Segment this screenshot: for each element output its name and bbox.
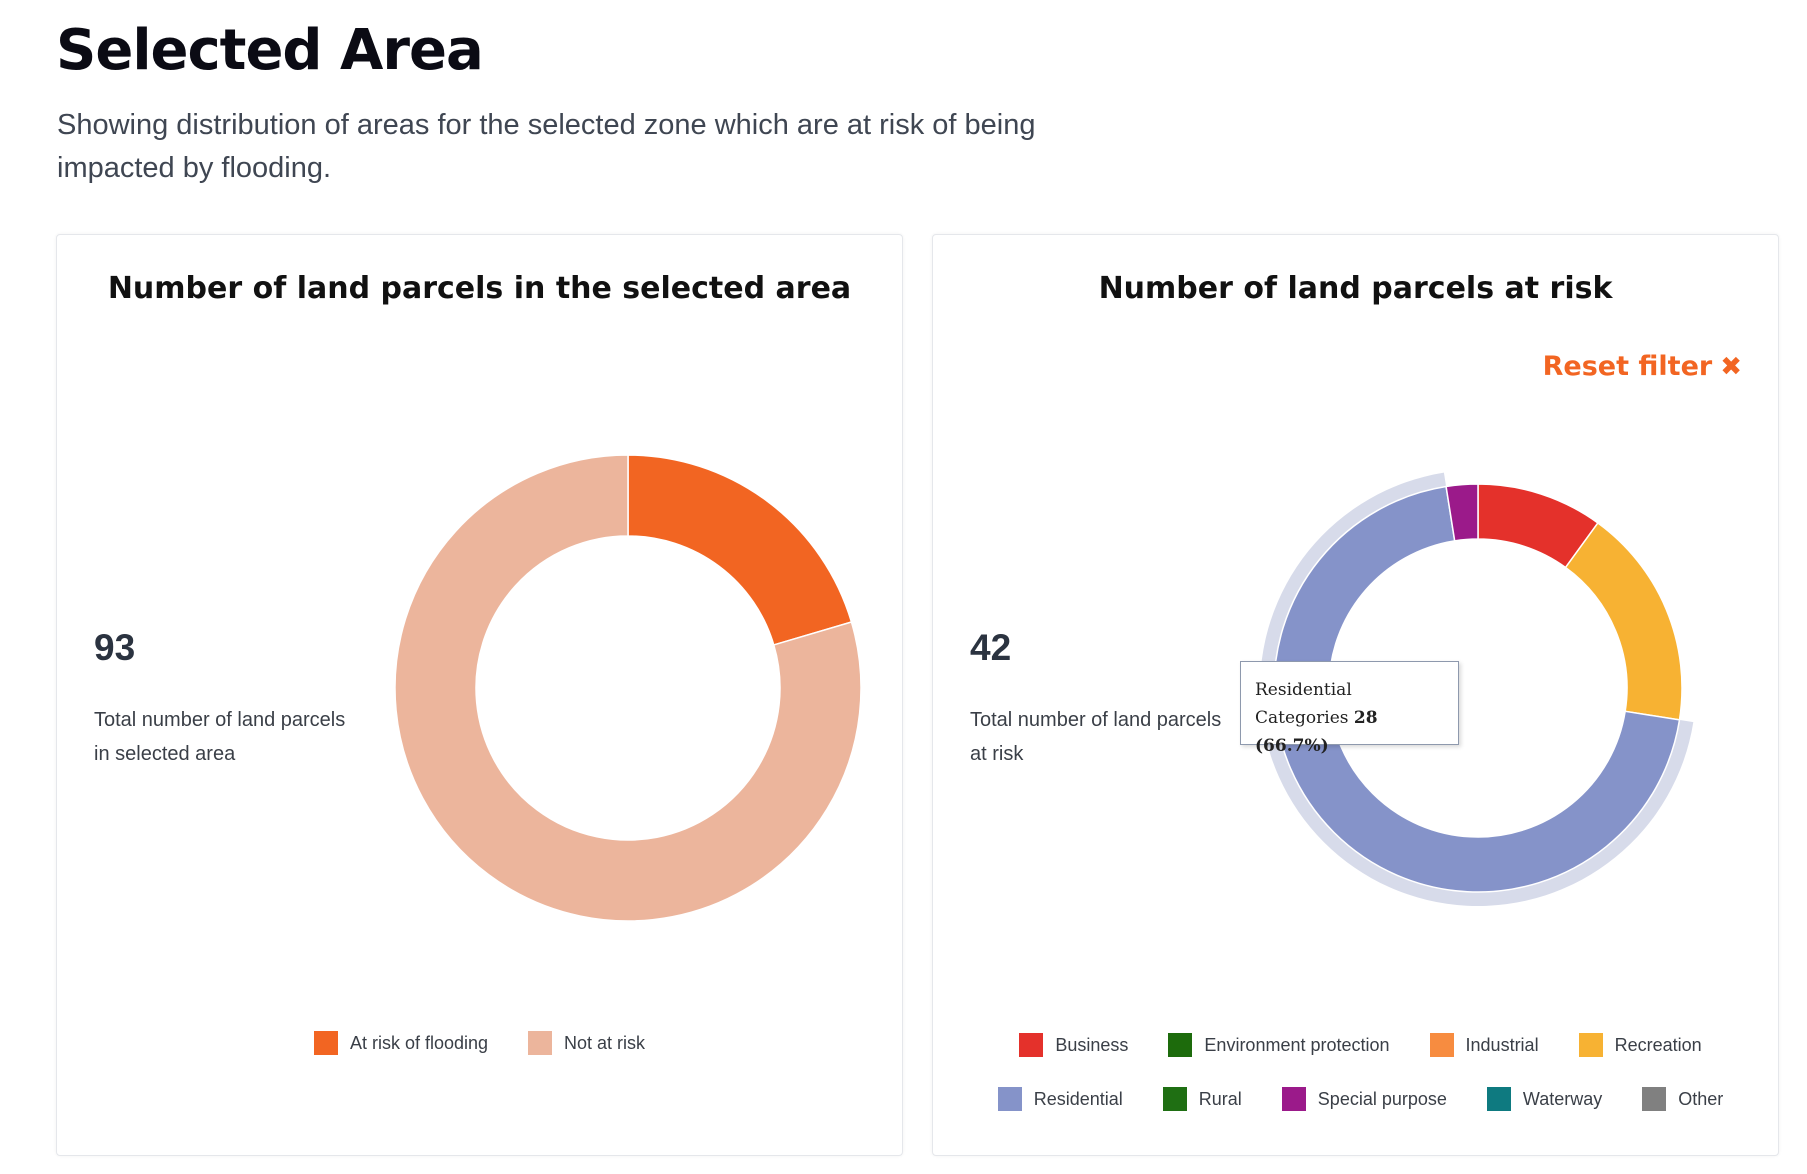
page-title: Selected Area [56,18,484,83]
legend-swatch [1486,1087,1511,1111]
chart-tooltip: Residential Categories 28 (66.7%) [1240,661,1459,756]
total-parcels-label: Total number of land parcels in selected… [94,709,346,765]
slice-recreation[interactable] [1564,521,1683,721]
at-risk-label: Total number of land parcels at risk [970,709,1222,765]
legend-swatch [528,1031,553,1055]
legend-item-business[interactable]: Business [1019,1033,1128,1057]
slice-not-at-risk[interactable] [394,454,862,922]
card-title: Number of land parcels in the selected a… [107,271,852,306]
tooltip-title: Residential [1255,680,1352,700]
legend-item-at-risk-of-flooding[interactable]: At risk of flooding [313,1031,489,1055]
tooltip-value: 28 (66.7%) [1255,708,1378,756]
legend-swatch [1168,1033,1193,1057]
legend-swatch [997,1087,1022,1111]
legend-item-industrial[interactable]: Industrial [1429,1033,1539,1057]
legend-label: Residential [1033,1088,1123,1109]
page-subtitle: Showing distribution of areas for the se… [57,109,1036,184]
legend-item-recreation[interactable]: Recreation [1578,1033,1702,1057]
legend-label: Special purpose [1317,1088,1447,1109]
legend-item-not-at-risk[interactable]: Not at risk [528,1031,645,1055]
legend-label: Recreation [1614,1034,1702,1055]
legend-label: Not at risk [564,1032,646,1053]
legend-item-waterway[interactable]: Waterway [1486,1087,1603,1111]
legend-item-residential[interactable]: Residential [997,1087,1123,1111]
legend-label: Other [1678,1088,1724,1109]
close-x-icon: ✖ [1720,351,1742,382]
total-parcels-value: 93 [94,627,136,668]
reset-filter-button[interactable]: Reset filter ✖ [1543,351,1742,382]
land-parcels-card: Number of land parcels in the selected a… [56,234,903,1156]
legend-swatch [313,1031,338,1055]
legend-swatch [1578,1033,1603,1057]
at-risk-value: 42 [970,627,1012,668]
legend-swatch [1019,1033,1044,1057]
card-title: Number of land parcels at risk [1098,271,1613,306]
legend-label: Rural [1198,1088,1242,1109]
parcels-legend: At risk of flooding Not at risk [57,1031,902,1055]
legend-label: Business [1055,1034,1129,1055]
legend-swatch [1429,1033,1454,1057]
at-risk-donut-chart [1260,472,1694,906]
legend-label: Waterway [1522,1088,1603,1109]
tooltip-label: Categories [1255,708,1349,728]
legend-swatch [1642,1087,1667,1111]
legend-item-special-purpose[interactable]: Special purpose [1281,1087,1447,1111]
legend-label: Industrial [1465,1034,1539,1055]
slice-residential[interactable] [1273,485,1681,893]
legend-item-environment-protection[interactable]: Environment protection [1168,1033,1390,1057]
parcels-donut-chart [394,454,862,922]
slice-special-purpose[interactable] [1445,483,1479,542]
legend-label: Environment protection [1204,1034,1390,1055]
tooltip-row: Categories 28 (66.7%) [1255,704,1444,760]
legend-label: At risk of flooding [349,1032,489,1053]
legend-item-rural[interactable]: Rural [1162,1087,1242,1111]
slice-at-risk-of-flooding[interactable] [627,454,853,646]
categories-legend: Business Environment protection Industrial… [973,1033,1748,1111]
reset-filter-label: Reset filter [1542,351,1713,382]
legend-swatch [1162,1087,1187,1111]
legend-swatch [1281,1087,1306,1111]
legend-item-other[interactable]: Other [1642,1087,1723,1111]
